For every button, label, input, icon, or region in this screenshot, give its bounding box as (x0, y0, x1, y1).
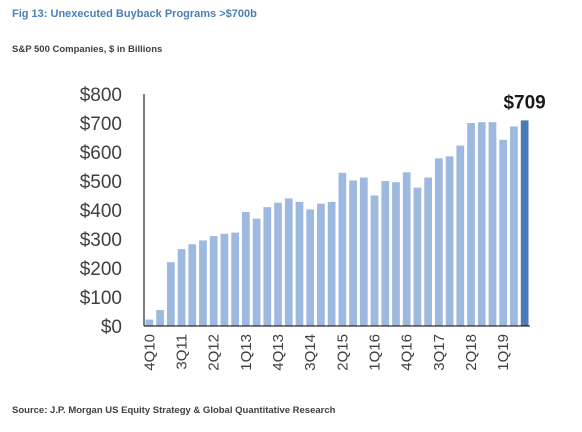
y-tick-label: $100 (80, 288, 122, 309)
x-axis: 4Q10 3Q11 2Q12 1Q13 4Q13 3Q14 2Q15 1Q16 4Q16 3Q17… (141, 325, 530, 371)
x-tick-label: 1Q16 (367, 334, 384, 371)
bar-4Q10 (145, 319, 154, 326)
bar-4Q11 (188, 244, 197, 326)
x-tick-label: 2Q12 (206, 334, 223, 371)
x-tick-label: 3Q14 (302, 334, 319, 371)
bar-1Q18 (456, 145, 465, 326)
bar-2Q13 (252, 218, 261, 326)
bar-2Q12 (209, 236, 218, 326)
bar-1Q15 (327, 201, 336, 326)
bar-2Q19 (510, 126, 518, 326)
x-tick-label: 3Q11 (174, 334, 191, 370)
figure-title: Fig 13: Unexecuted Buyback Programs >$70… (12, 8, 257, 20)
y-axis: $0 $100 $200 $300 $400 $500 $600 $700 $800 (80, 85, 145, 338)
bar-1Q11 (156, 310, 164, 326)
y-tick-label: $200 (80, 259, 122, 280)
bar-3Q14 (306, 209, 315, 326)
x-tick-label: 3Q17 (431, 334, 448, 371)
bar-1Q17 (413, 187, 422, 326)
bar-1Q14 (284, 198, 293, 326)
y-tick-label: $300 (80, 230, 122, 251)
x-tick-label: 4Q16 (399, 334, 416, 371)
bar-2Q18 (467, 123, 475, 326)
x-tick-label: 4Q13 (270, 334, 287, 371)
figure-source: Source: J.P. Morgan US Equity Strategy &… (12, 405, 336, 416)
bar-2Q17 (424, 177, 432, 326)
x-tick-label: 1Q13 (238, 334, 255, 371)
figure-subtitle: S&P 500 Companies, $ in Billions (12, 44, 163, 55)
bar-3Q15 (349, 180, 357, 326)
last-value-callout: $709 (503, 92, 545, 113)
y-tick-label: $500 (80, 172, 122, 193)
bar-4Q15 (359, 177, 368, 326)
bar-1Q12 (199, 240, 207, 326)
bar-2Q11 (166, 262, 175, 326)
x-tick-label: 4Q10 (141, 334, 158, 371)
bar-4Q14 (317, 203, 325, 326)
bars-group (145, 120, 529, 326)
y-tick-label: $700 (80, 114, 122, 135)
bar-3Q17 (435, 158, 443, 326)
bar-3Q13 (263, 207, 272, 326)
bar-3Q16 (392, 182, 400, 326)
bar-1Q16 (370, 195, 379, 326)
x-tick-label: 2Q18 (463, 334, 480, 371)
bar-4Q16 (402, 172, 411, 326)
bar-4Q13 (274, 202, 282, 326)
bar-3Q11 (177, 249, 186, 326)
bar-4Q17 (445, 156, 454, 326)
bar-1Q13 (242, 212, 250, 326)
y-tick-label: $800 (80, 85, 122, 106)
bar-3Q18 (477, 122, 486, 326)
bar-2Q15 (338, 172, 347, 326)
bar-2Q16 (381, 181, 390, 326)
bar-3Q12 (220, 233, 229, 326)
bar-4Q18 (488, 122, 497, 326)
x-tick-label: 1Q19 (495, 334, 512, 371)
bar-2Q14 (295, 201, 304, 326)
y-tick-label: $400 (80, 201, 122, 222)
x-tick-label: 2Q15 (334, 334, 351, 371)
y-tick-label: $0 (101, 317, 122, 338)
y-tick-label: $600 (80, 143, 122, 164)
bar-4Q12 (231, 232, 239, 326)
bar-1Q19 (499, 139, 508, 326)
bar-3Q19 (520, 120, 529, 326)
